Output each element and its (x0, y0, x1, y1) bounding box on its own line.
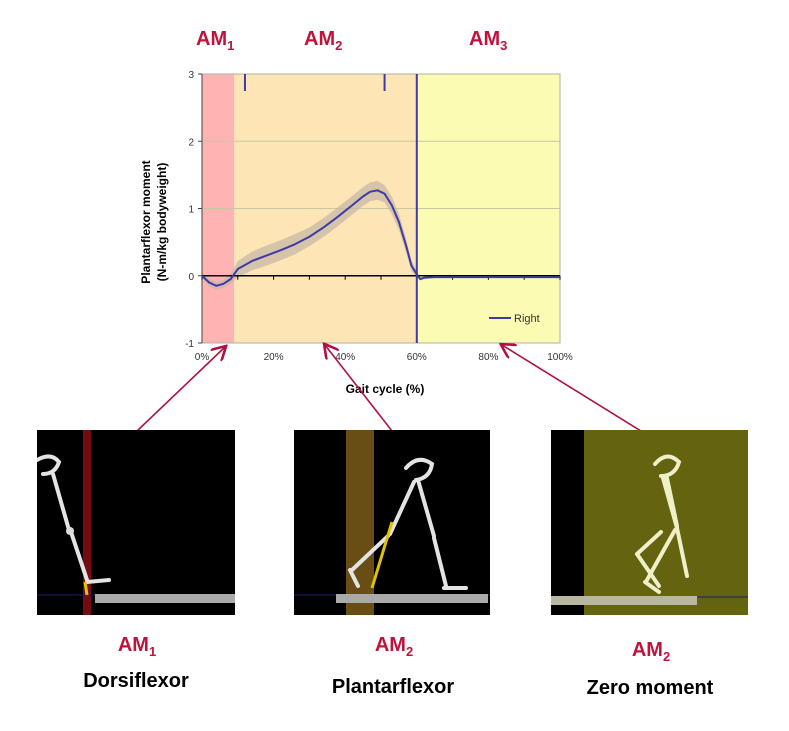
panel-dorsiflexor (37, 430, 235, 615)
y-tick-label: 1 (188, 205, 194, 216)
am1-top-label: AM1 (196, 28, 235, 53)
y-axis-label-line1: Plantarflexor moment (139, 160, 153, 283)
x-axis-label: Gait cycle (%) (346, 382, 425, 396)
panel3-am-label: AM2 (631, 639, 671, 664)
am3-top-label: AM3 (469, 28, 508, 53)
force-vector (83, 581, 89, 596)
panel1-am-label: AM1 (117, 634, 157, 659)
panel2-am-label: AM2 (374, 634, 414, 659)
x-tick-label: 20% (264, 352, 284, 363)
panel-plantarflexor (294, 430, 490, 615)
skeleton-figure-1 (37, 430, 235, 615)
panel2-caption: Plantarflexor (331, 676, 455, 698)
y-axis-label-line2: (N-m/kg bodyweight) (155, 163, 169, 282)
skeleton-figure-3 (551, 430, 748, 615)
x-tick-label: 0% (195, 352, 210, 363)
tick-labels: -1 0 1 2 3 0% 20% 40% 60% 80% 100% (185, 70, 573, 363)
panel-zero-moment (551, 430, 748, 615)
series-right-line (201, 189, 560, 287)
connector-arrow-2 (325, 345, 393, 432)
am2-top-label: AM2 (304, 28, 343, 53)
connector-arrow-1 (136, 347, 225, 432)
zone-highlight (346, 430, 374, 615)
legend-entry: Right (514, 313, 540, 325)
x-tick-label: 80% (478, 352, 498, 363)
skeleton-figure-2 (294, 430, 490, 615)
force-plate (95, 594, 235, 603)
y-tick-label: 3 (188, 70, 194, 81)
panel3-caption: Zero moment (586, 677, 714, 699)
panel1-caption: Dorsiflexor (83, 670, 189, 692)
force-plate (336, 594, 488, 603)
x-tick-label: 60% (407, 352, 427, 363)
y-tick-label: -1 (185, 339, 194, 350)
y-tick-label: 0 (188, 272, 194, 283)
zone-highlight (584, 430, 748, 615)
zone-highlight (83, 430, 91, 615)
axes (198, 73, 561, 344)
series-line (201, 189, 560, 287)
x-tick-label: 40% (335, 352, 355, 363)
y-tick-label: 2 (188, 137, 194, 148)
force-vector (370, 521, 394, 589)
connector-arrow-3 (502, 345, 642, 432)
force-plate (551, 596, 697, 605)
x-tick-label: 100% (547, 352, 573, 363)
